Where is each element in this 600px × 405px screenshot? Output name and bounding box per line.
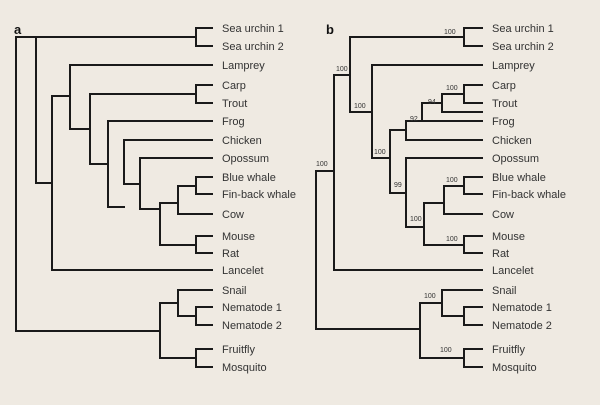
leaf-label: Fin-back whale bbox=[492, 189, 566, 201]
support-value: 100 bbox=[354, 103, 366, 110]
leaf-label: Chicken bbox=[492, 135, 532, 147]
support-value: 100 bbox=[440, 347, 452, 354]
leaf-label: Chicken bbox=[222, 135, 262, 147]
leaf-label: Rat bbox=[222, 248, 239, 260]
leaf-label: Blue whale bbox=[492, 172, 546, 184]
leaf-label: Nematode 1 bbox=[492, 302, 552, 314]
tree-a-edges bbox=[15, 27, 213, 368]
leaf-label: Blue whale bbox=[222, 172, 276, 184]
panel-b-label: b bbox=[326, 22, 334, 37]
support-value: 100 bbox=[446, 236, 458, 243]
leaf-label: Mosquito bbox=[222, 362, 267, 374]
leaf-label: Sea urchin 2 bbox=[222, 41, 284, 53]
tree-b-edges bbox=[315, 27, 483, 368]
leaf-label: Sea urchin 1 bbox=[492, 23, 554, 35]
leaf-label: Opossum bbox=[492, 153, 539, 165]
support-value: 100 bbox=[424, 293, 436, 300]
tree-a-leaf-labels: Sea urchin 1 Sea urchin 2 Lamprey Carp T… bbox=[222, 23, 296, 374]
leaf-label: Trout bbox=[222, 98, 247, 110]
leaf-label: Sea urchin 2 bbox=[492, 41, 554, 53]
tree-panel-b: b bbox=[315, 22, 566, 374]
leaf-label: Snail bbox=[222, 285, 246, 297]
leaf-label: Nematode 1 bbox=[222, 302, 282, 314]
leaf-label: Mosquito bbox=[492, 362, 537, 374]
tree-panel-a: a bbox=[14, 22, 296, 374]
leaf-label: Snail bbox=[492, 285, 516, 297]
leaf-label: Carp bbox=[222, 80, 246, 92]
leaf-label: Cow bbox=[492, 209, 514, 221]
leaf-label: Lamprey bbox=[222, 60, 265, 72]
leaf-label: Fin-back whale bbox=[222, 189, 296, 201]
leaf-label: Lamprey bbox=[492, 60, 535, 72]
support-value: 100 bbox=[444, 29, 456, 36]
leaf-label: Opossum bbox=[222, 153, 269, 165]
support-value: 100 bbox=[446, 177, 458, 184]
support-value: 92 bbox=[410, 116, 418, 123]
leaf-label: Frog bbox=[492, 116, 515, 128]
support-value: 100 bbox=[446, 85, 458, 92]
leaf-label: Nematode 2 bbox=[222, 320, 282, 332]
leaf-label: Rat bbox=[492, 248, 509, 260]
support-value: 100 bbox=[410, 216, 422, 223]
leaf-label: Frog bbox=[222, 116, 245, 128]
support-value: 100 bbox=[336, 66, 348, 73]
support-value: 99 bbox=[394, 182, 402, 189]
support-value: 100 bbox=[374, 149, 386, 156]
leaf-label: Carp bbox=[492, 80, 516, 92]
leaf-label: Fruitfly bbox=[222, 344, 256, 356]
leaf-label: Mouse bbox=[222, 231, 255, 243]
tree-b-leaf-labels: Sea urchin 1 Sea urchin 2 Lamprey Carp T… bbox=[492, 23, 566, 374]
tree-b-support-values: 100 100 100 94 92 100 99 100 100 100 100… bbox=[316, 29, 458, 354]
leaf-label: Sea urchin 1 bbox=[222, 23, 284, 35]
leaf-label: Lancelet bbox=[222, 265, 264, 277]
leaf-label: Lancelet bbox=[492, 265, 534, 277]
leaf-label: Cow bbox=[222, 209, 244, 221]
support-value: 94 bbox=[428, 99, 436, 106]
panel-a-label: a bbox=[14, 22, 22, 37]
leaf-label: Fruitfly bbox=[492, 344, 526, 356]
leaf-label: Trout bbox=[492, 98, 517, 110]
leaf-label: Mouse bbox=[492, 231, 525, 243]
support-value: 100 bbox=[316, 161, 328, 168]
leaf-label: Nematode 2 bbox=[492, 320, 552, 332]
